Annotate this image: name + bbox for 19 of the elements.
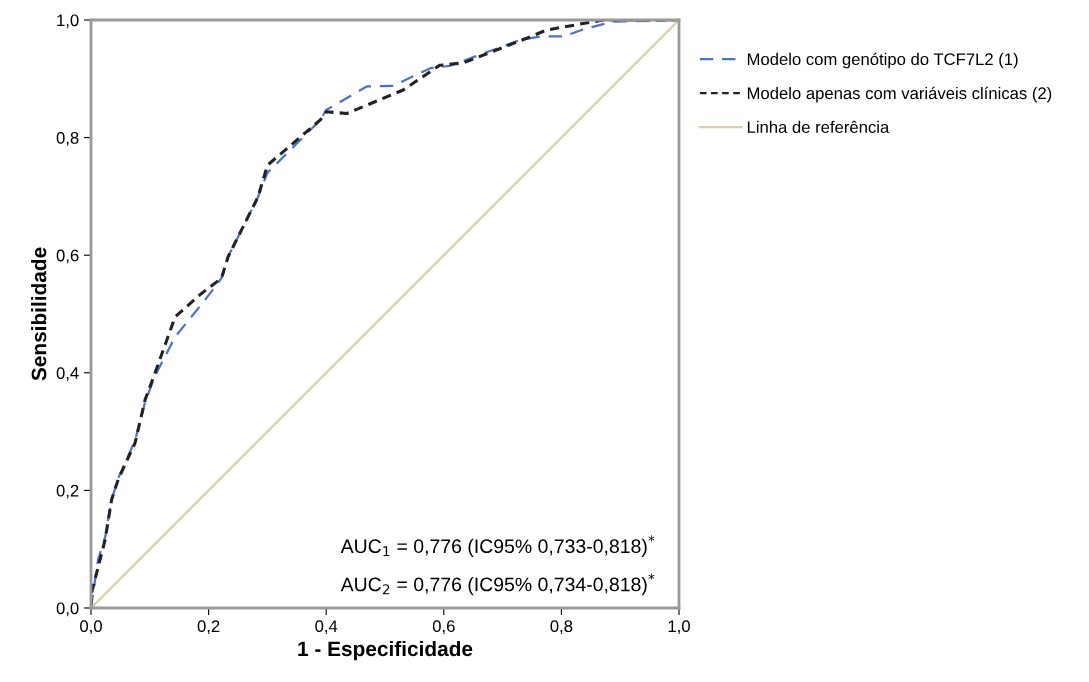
x-tick-label: 1,0 — [668, 620, 690, 635]
legend-label: Modelo com genótipo do TCF7L2 (1) — [747, 52, 1018, 69]
x-tick-label: 0,8 — [550, 620, 573, 635]
x-tick-label: 0,4 — [315, 620, 338, 635]
y-tick-label: 0,2 — [56, 484, 79, 499]
y-tick-label: 0,8 — [56, 132, 79, 146]
annotation: AUC$_{2}$ = 0,776 (IC95% 0,734-0,818)$^{*}$ — [340, 573, 655, 596]
y-tick-label: 0,6 — [56, 249, 79, 264]
y-tick-label: 0,0 — [56, 602, 79, 617]
y-tick-label: 0,4 — [56, 367, 79, 381]
y-tick-label: 1,0 — [57, 14, 79, 29]
x-axis-title: 1 - Especificidade — [298, 640, 473, 661]
legend-label: Modelo apenas com variáveis clínicas (2) — [747, 86, 1052, 103]
y-axis-title: Sensibilidade — [31, 247, 47, 381]
legend-label: Linha de referência — [747, 120, 890, 134]
x-tick-label: 0,2 — [197, 620, 220, 635]
annotation: AUC$_{1}$ = 0,776 (IC95% 0,733-0,818)$^{*}$ — [340, 535, 655, 557]
x-tick-label: 0,6 — [432, 620, 455, 635]
x-tick-label: 0,0 — [80, 620, 102, 635]
